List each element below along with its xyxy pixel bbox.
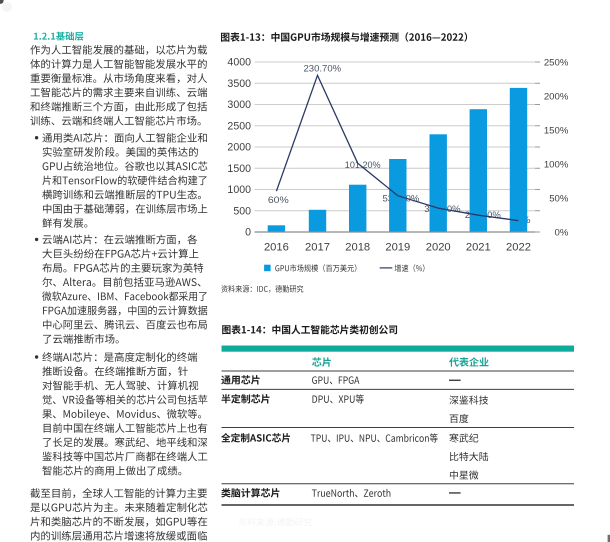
svg-text:2000: 2000 <box>227 142 251 154</box>
svg-text:3000: 3000 <box>227 99 251 111</box>
svg-text:2022: 2022 <box>506 241 531 253</box>
svg-text:2017: 2017 <box>305 241 330 253</box>
svg-text:150%: 150% <box>544 126 569 137</box>
svg-text:2019: 2019 <box>385 241 410 253</box>
svg-text:2021: 2021 <box>466 241 491 253</box>
svg-text:0%: 0% <box>555 228 569 239</box>
svg-text:1000: 1000 <box>227 184 251 196</box>
svg-text:60%: 60% <box>268 195 289 206</box>
svg-text:200%: 200% <box>544 92 569 103</box>
svg-text:1500: 1500 <box>227 163 251 175</box>
svg-text:0: 0 <box>245 227 251 239</box>
svg-text:50%: 50% <box>549 194 569 205</box>
svg-text:4000: 4000 <box>227 57 251 69</box>
svg-text:500: 500 <box>233 205 251 217</box>
svg-text:2016: 2016 <box>264 241 289 253</box>
svg-text:230.70%: 230.70% <box>304 64 342 75</box>
svg-text:101.20%: 101.20% <box>345 160 381 171</box>
svg-text:2500: 2500 <box>227 120 251 132</box>
svg-text:2020: 2020 <box>426 241 451 253</box>
svg-text:3500: 3500 <box>227 78 251 90</box>
svg-text:100%: 100% <box>544 160 569 171</box>
svg-text:250%: 250% <box>544 58 569 69</box>
svg-text:0%: 0% <box>406 193 420 204</box>
svg-text:0%: 0% <box>447 204 461 215</box>
svg-text:2018: 2018 <box>345 241 370 253</box>
svg-text:0%: 0% <box>487 210 501 221</box>
